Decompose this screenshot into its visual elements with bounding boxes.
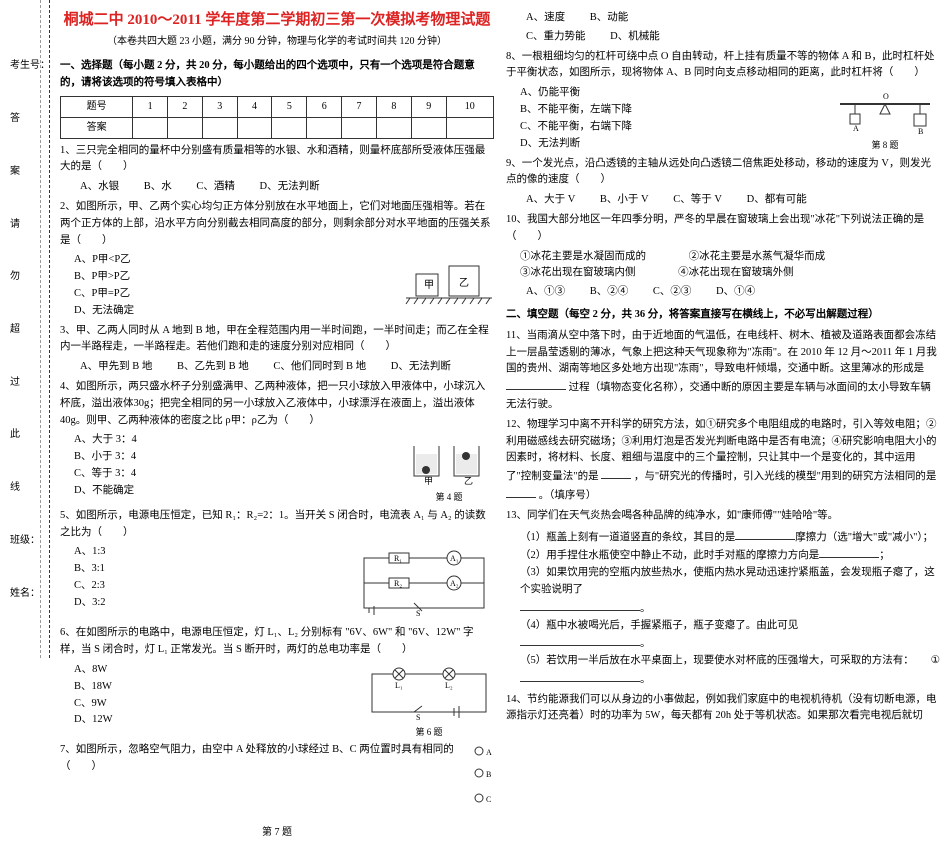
blank xyxy=(506,378,566,390)
fig-q6-circuit-icon: L₁ L₂ S xyxy=(364,666,494,721)
svg-text:L₁: L₁ xyxy=(395,681,403,690)
fig-q8-lever-icon: O A B xyxy=(830,89,940,134)
q2: 2、如图所示，甲、乙两个实心均匀正方体分别放在水平地面上，它们对地面压强相等。若… xyxy=(60,199,494,249)
fig-q2-blocks-icon: 甲 乙 xyxy=(404,256,494,306)
section1-head: 一、选择题（每小题 2 分，共 20 分，每小题给出的四个选项中，只有一个选项是… xyxy=(60,58,494,92)
binding-sidebar: 考生号： 答 案 请 勿 超 过 此 线 班级： 姓名： xyxy=(0,0,50,658)
q6: 6、在如图所示的电路中，电源电压恒定，灯 L₁、L₂ 分别标有 "6V、6W" … xyxy=(60,625,494,659)
svg-text:乙: 乙 xyxy=(459,277,469,289)
left-column: 桐城二中 2010～2011 学年度第二学期初三第一次模拟考物理试题 （本卷共四… xyxy=(60,8,494,650)
exam-subtitle: （本卷共四大题 23 小题，满分 90 分钟，物理与化学的考试时间共 120 分… xyxy=(60,34,494,50)
svg-text:S: S xyxy=(416,609,420,618)
right-column: A、速度 B、动能 C、重力势能 D、机械能 8、一根粗细均匀的杠杆可绕中点 O… xyxy=(506,8,940,650)
svg-text:R₁: R₁ xyxy=(394,554,402,563)
q13: 13、同学们在天气炎热会喝各种品牌的纯净水，如"康师傅""娃哈哈"等。 xyxy=(506,508,940,525)
exam-title: 桐城二中 2010～2011 学年度第二学期初三第一次模拟考物理试题 xyxy=(60,8,494,32)
blank xyxy=(506,486,536,498)
svg-text:B: B xyxy=(486,770,491,779)
q5: 5、如图所示，电源电压恒定，已知 R₁：R₂=2：1。当开关 S 闭合时，电流表… xyxy=(60,508,494,542)
svg-text:甲: 甲 xyxy=(424,280,434,291)
svg-text:A₂: A₂ xyxy=(450,579,459,588)
svg-text:甲: 甲 xyxy=(424,476,433,486)
section2-head: 二、填空题（每空 2 分，共 36 分，将答案直接写在横线上，不必写出解题过程） xyxy=(506,307,940,324)
q8: 8、一根粗细均匀的杠杆可绕中点 O 自由转动，杆上挂有质量不等的物体 A 和 B… xyxy=(506,49,940,83)
svg-text:乙: 乙 xyxy=(464,476,473,486)
q9: 9、一个发光点，沿凸透镜的主轴从远处向凸透镜二倍焦距处移动，移动的速度为 V，则… xyxy=(506,156,940,190)
q4: 4、如图所示，两只盛水杯子分别盛满甲、乙两种液体，把一只小球放入甲液体中，小球沉… xyxy=(60,379,494,429)
q1: 1、三只完全相同的量杯中分别盛有质量相等的水银、水和酒精，则量杯底部所受液体压强… xyxy=(60,143,494,177)
blank xyxy=(601,467,631,479)
fig-q5-circuit-icon: R₁ A₁ R₂ A₂ S xyxy=(354,548,494,618)
fig-q4-cups-icon: 甲 乙 xyxy=(404,436,494,486)
q14: 14、节约能源我们可以从身边的小事做起，例如我们家庭中的电视机待机（没有切断电源… xyxy=(506,692,940,726)
q10: 10、我国大部分地区一年四季分明，严冬的早晨在窗玻璃上会出现"冰花"下列说法正确… xyxy=(506,212,940,246)
svg-text:R₂: R₂ xyxy=(394,579,402,588)
q11: 11、当雨滴从空中落下时，由于近地面的气温低，在电线杆、树木、植被及道路表面都会… xyxy=(506,328,940,414)
q12: 12、物理学习中离不开科学的研究方法，如①研究多个电阻组成的电路时，引入等效电阻… xyxy=(506,417,940,505)
svg-text:A: A xyxy=(853,124,859,133)
svg-text:C: C xyxy=(486,795,491,804)
q3: 3、甲、乙两人同时从 A 地到 B 地，甲在全程范围内用一半时间跑，一半时间走；… xyxy=(60,323,494,357)
svg-text:A: A xyxy=(486,748,492,757)
svg-text:L₂: L₂ xyxy=(445,681,453,690)
svg-text:A₁: A₁ xyxy=(450,554,459,563)
svg-text:O: O xyxy=(883,92,889,101)
answer-table: 题号 12345 678910 答案 xyxy=(60,96,494,139)
svg-text:S: S xyxy=(416,713,420,721)
q7: 7、如图所示，忽略空气阻力，由空中 A 处释放的小球经过 B、C 两位置时具有相… xyxy=(60,742,464,814)
svg-text:B: B xyxy=(918,127,923,134)
sidebar-vertical-labels: 考生号： 答 案 请 勿 超 过 此 线 班级： 姓名： xyxy=(10,40,50,620)
fig-q7-balls-icon: A B C xyxy=(464,743,494,813)
page-num-left: 第 7 题 xyxy=(60,825,494,841)
